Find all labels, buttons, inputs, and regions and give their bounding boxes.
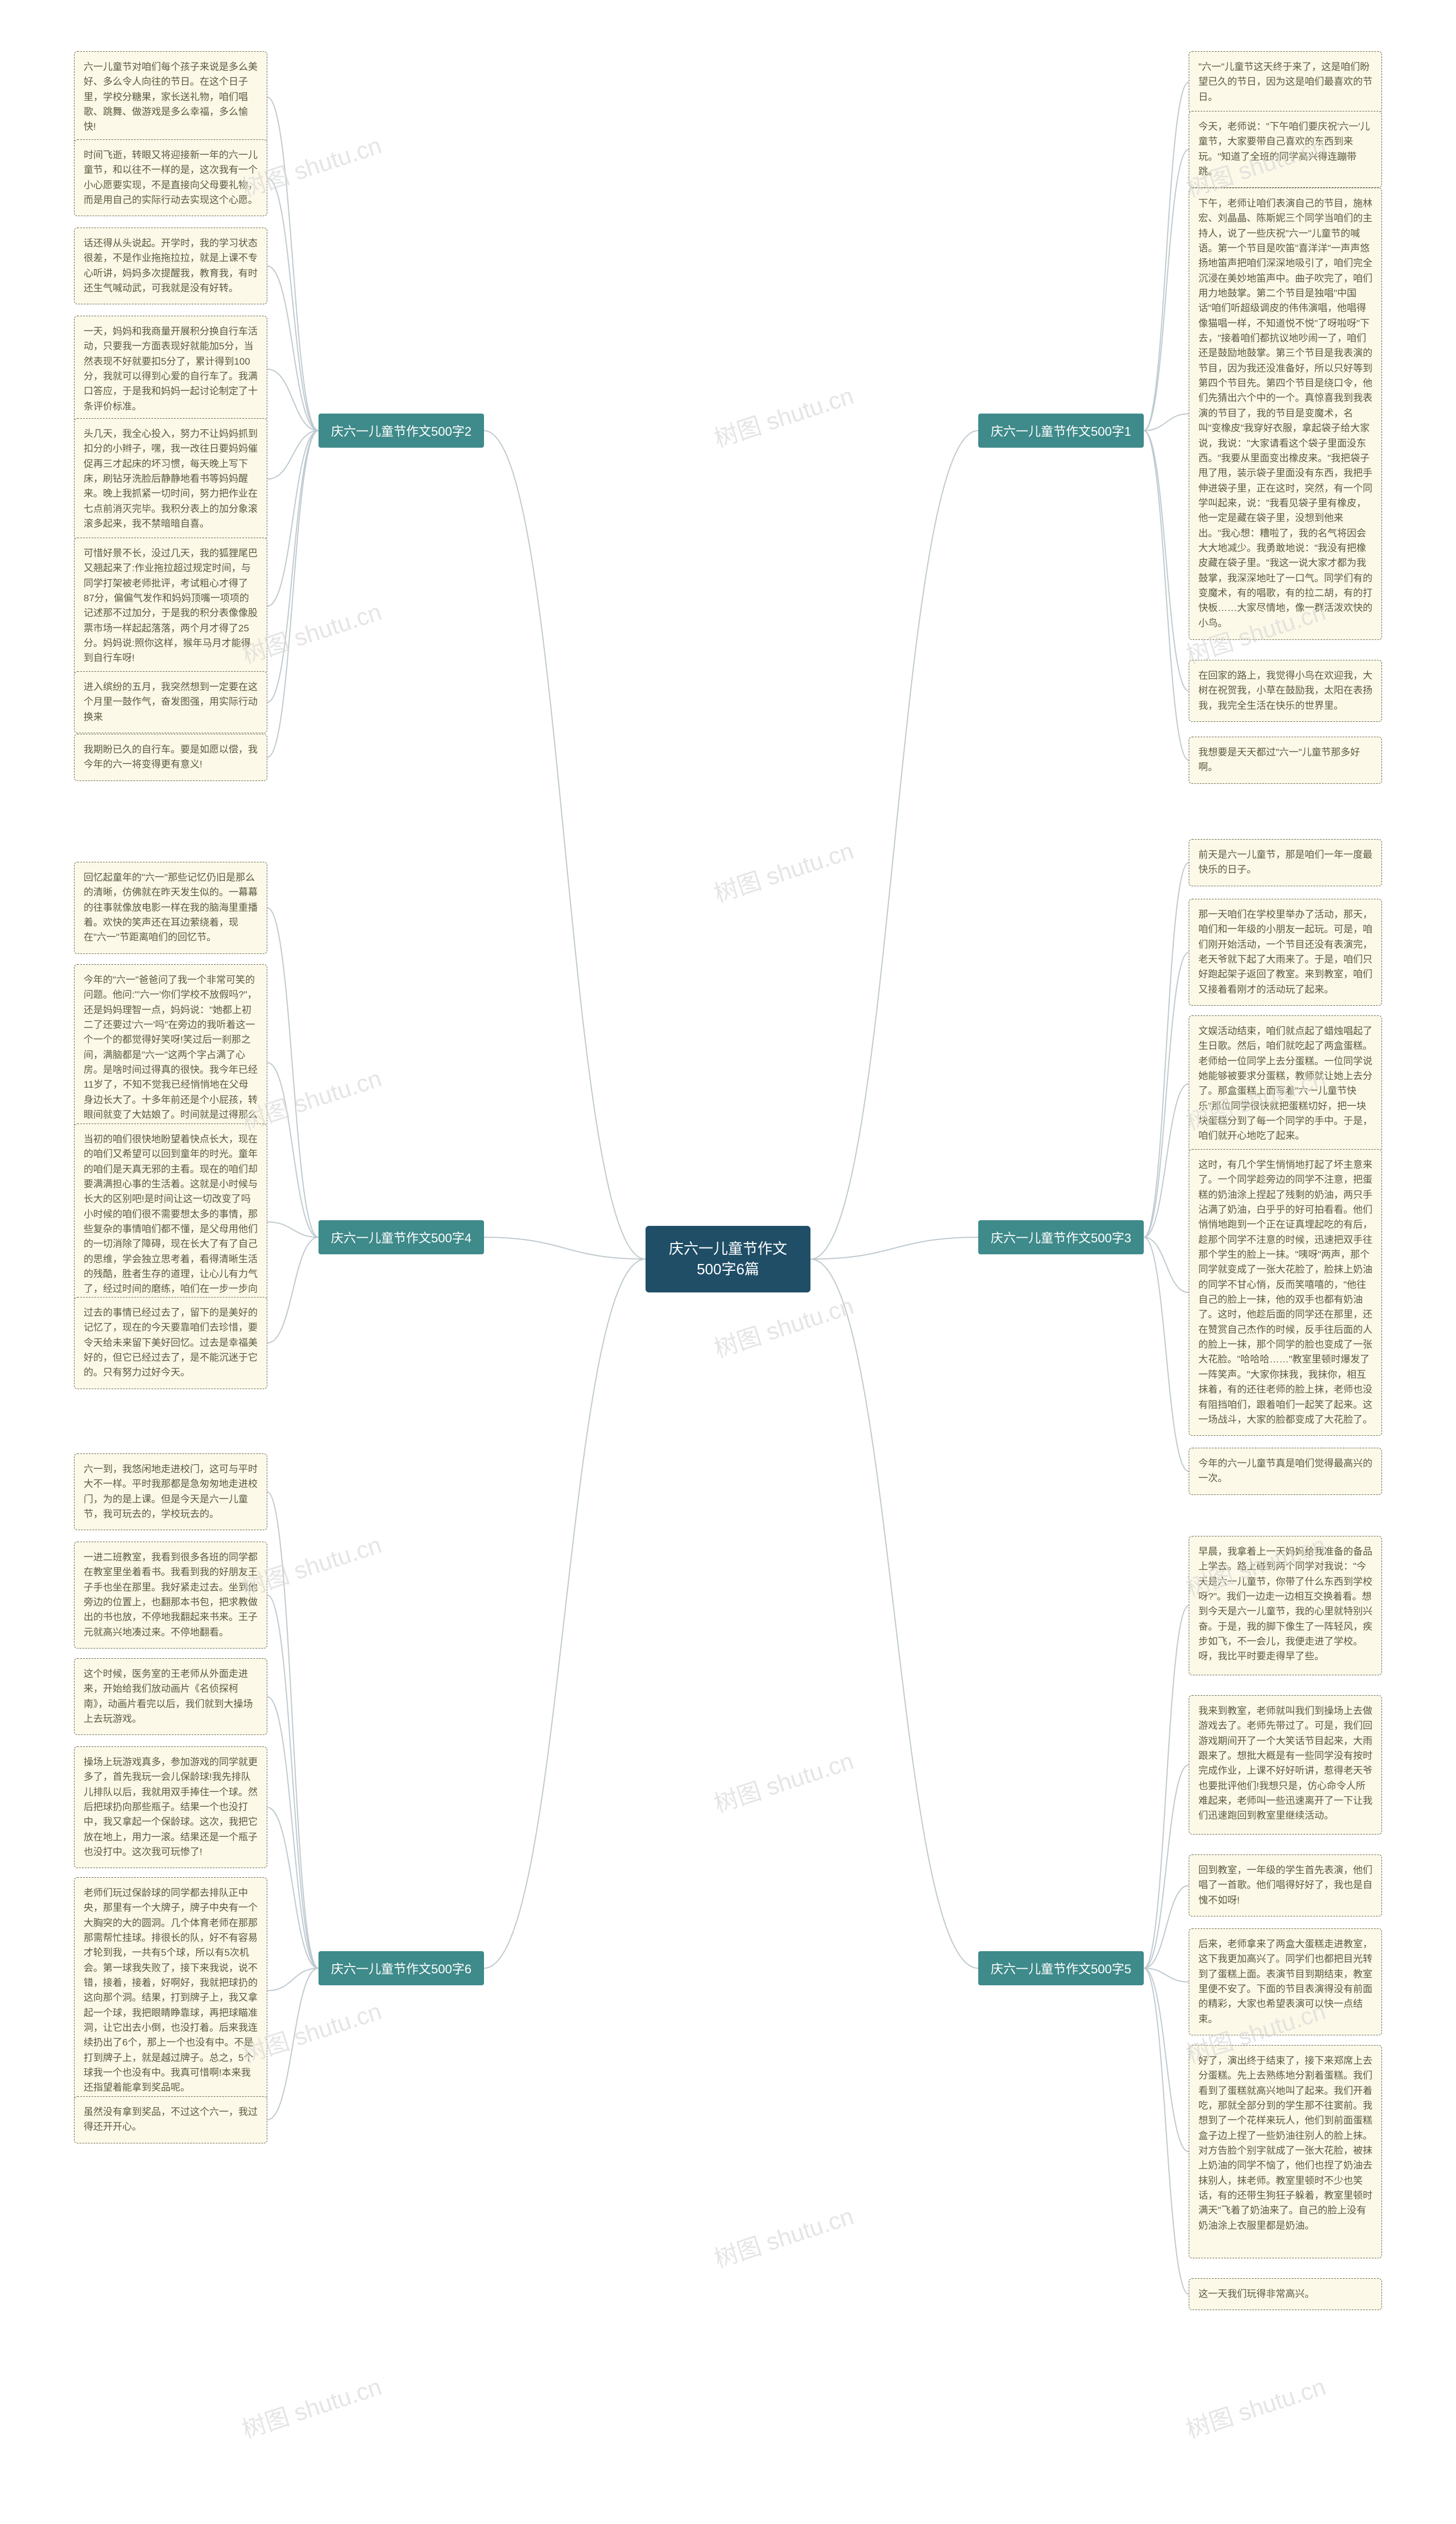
leaf-node: 头几天，我全心投入，努力不让妈妈抓到扣分的小辫子，嘿，我一改往日要妈妈催促再三才…	[74, 418, 267, 540]
leaf-node: 虽然没有拿到奖品，不过这个六一，我过得还开开心。	[74, 2096, 267, 2143]
leaf-node: 好了，演出终于结束了，接下来郑席上去分蛋糕。先上去熟练地分割着蛋糕。我们看到了蛋…	[1189, 2045, 1382, 2258]
watermark: 树图 shutu.cn	[709, 377, 858, 455]
leaf-node: 过去的事情已经过去了，留下的是美好的记忆了，现在的今天要靠咱们去珍惜，要令天给未…	[74, 1297, 267, 1389]
root-node: 庆六一儿童节作文500字6篇	[646, 1226, 810, 1292]
leaf-node: 那一天咱们在学校里举办了活动，那天，咱们和一年级的小朋友一起玩。可是，咱们刚开始…	[1189, 899, 1382, 1006]
leaf-node: 老师们玩过保龄球的同学都去排队正中央，那里有一个大牌子，牌子中央有一个大胸突的大…	[74, 1877, 267, 2104]
leaf-node: 回到教室，一年级的学生首先表演，他们唱了一首歌。他们唱得好好了，我也是自愧不如呀…	[1189, 1854, 1382, 1916]
branch-node: 庆六一儿童节作文500字4	[318, 1220, 484, 1254]
leaf-node: 我期盼已久的自行车。要是如愿以偿，我今年的六一将变得更有意义!	[74, 734, 267, 781]
leaf-node: "六一"儿童节这天终于来了，这是咱们盼望已久的节日，因为这是咱们最喜欢的节日。	[1189, 51, 1382, 113]
leaf-node: 一天，妈妈和我商量开展积分换自行车活动，只要我一方面表现好就能加5分，当然表现不…	[74, 316, 267, 423]
leaf-node: 前天是六一儿童节，那是咱们一年一度最快乐的日子。	[1189, 839, 1382, 886]
watermark: 树图 shutu.cn	[237, 2368, 386, 2445]
branch-node: 庆六一儿童节作文500字1	[978, 414, 1144, 448]
leaf-node: 一进二班教室，我看到很多各班的同学都在教室里坐着看书。我看到我的好朋友王子手也坐…	[74, 1542, 267, 1649]
leaf-node: 六一到，我悠闲地走进校门，这可与平时大不一样。平时我那都是急匆匆地走进校门，为的…	[74, 1453, 267, 1530]
branch-node: 庆六一儿童节作文500字6	[318, 1951, 484, 1985]
leaf-node: 话还得从头说起。开学时，我的学习状态很差，不是作业拖拖拉拉，就是上课不专心听讲，…	[74, 228, 267, 304]
branch-node: 庆六一儿童节作文500字2	[318, 414, 484, 448]
leaf-node: 操场上玩游戏真多，参加游戏的同学就更多了，首先我玩一会儿保龄球!我先排队儿排队以…	[74, 1746, 267, 1868]
leaf-node: 时间飞逝，转眼又将迎接新一年的六一儿童节，和以往不一样的是，这次我有一个小心愿要…	[74, 139, 267, 216]
leaf-node: 这一天我们玩得非常高兴。	[1189, 2278, 1382, 2310]
leaf-node: 回忆起童年的"六一"那些记忆仍旧是那么的清晰，仿佛就在昨天发生似的。一幕幕的往事…	[74, 862, 267, 954]
leaf-node: 这个时候，医务室的王老师从外面走进来，开始给我们放动画片《名侦探柯南》，动画片看…	[74, 1658, 267, 1735]
leaf-node: 今天，老师说："下午咱们要庆祝'六一'儿童节，大家要带自己喜欢的东西到来玩。"知…	[1189, 111, 1382, 188]
watermark: 树图 shutu.cn	[709, 1742, 858, 1820]
watermark: 树图 shutu.cn	[1181, 2368, 1330, 2445]
leaf-node: 当初的咱们很快地盼望着快点长大，现在的咱们又希望可以回到童年的时光。童年的咱们是…	[74, 1123, 267, 1320]
branch-node: 庆六一儿童节作文500字5	[978, 1951, 1144, 1985]
leaf-node: 进入缤纷的五月，我突然想到一定要在这个月里一鼓作气，奋发图强，用实际行动换来	[74, 671, 267, 733]
watermark: 树图 shutu.cn	[709, 832, 858, 910]
leaf-node: 在回家的路上，我觉得小鸟在欢迎我，大树在祝贺我，小草在鼓励我，太阳在表扬我，我完…	[1189, 660, 1382, 722]
leaf-node: 我想要是天天都过"六一"儿童节那多好啊。	[1189, 737, 1382, 784]
watermark: 树图 shutu.cn	[709, 1287, 858, 1365]
leaf-node: 我来到教室，老师就叫我们到操场上去做游戏去了。老师先带过了。可是，我们回游戏期间…	[1189, 1695, 1382, 1835]
leaf-node: 文娱活动结束，咱们就点起了蜡烛唱起了生日歌。然后，咱们就吃起了两盒蛋糕。老师给一…	[1189, 1015, 1382, 1152]
leaf-node: 这时，有几个学生悄悄地打起了坏主意来了。一个同学趁旁边的同学不注意，把蛋糕的奶油…	[1189, 1149, 1382, 1436]
branch-node: 庆六一儿童节作文500字3	[978, 1220, 1144, 1254]
leaf-node: 早晨，我拿着上一天妈妈给我准备的备品上学去。路上碰到两个同学对我说："今天是六一…	[1189, 1536, 1382, 1675]
leaf-node: 后来，老师拿来了两盒大蛋糕走进教室，这下我更加高兴了。同学们也都把目光转到了蛋糕…	[1189, 1928, 1382, 2035]
leaf-node: 可惜好景不长，没过几天，我的狐狸尾巴又翘起来了:作业拖拉超过规定时间，与同学打架…	[74, 538, 267, 675]
root-label: 庆六一儿童节作文500字6篇	[669, 1240, 787, 1278]
leaf-node: 今年的六一儿童节真是咱们觉得最高兴的一次。	[1189, 1448, 1382, 1495]
leaf-node: 下午，老师让咱们表演自己的节目，施林宏、刘晶晶、陈斯妮三个同学当咱们的主持人，说…	[1189, 188, 1382, 640]
leaf-node: 六一儿童节对咱们每个孩子来说是多么美好、多么令人向往的节日。在这个日子里，学校分…	[74, 51, 267, 143]
watermark: 树图 shutu.cn	[709, 2197, 858, 2275]
